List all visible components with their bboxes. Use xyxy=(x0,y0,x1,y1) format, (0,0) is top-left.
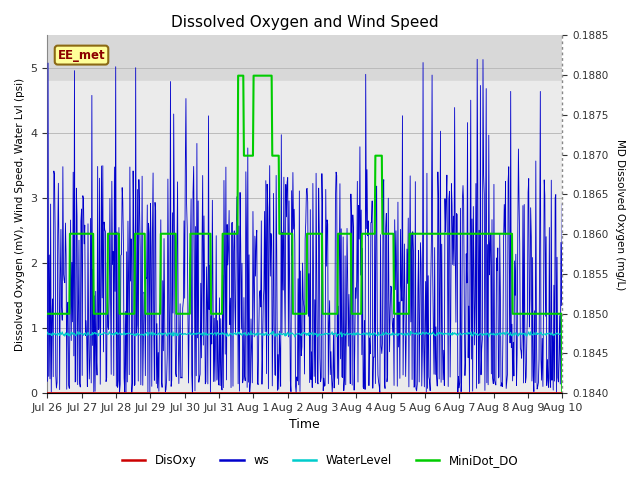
Y-axis label: Dissolved Oxygen (mV), Wind Speed, Water Lvl (psi): Dissolved Oxygen (mV), Wind Speed, Water… xyxy=(15,78,25,351)
Bar xyxy=(47,81,562,393)
Title: Dissolved Oxygen and Wind Speed: Dissolved Oxygen and Wind Speed xyxy=(171,15,438,30)
Bar xyxy=(47,36,562,81)
Y-axis label: MD Dissolved Oxygen (mg/L): MD Dissolved Oxygen (mg/L) xyxy=(615,139,625,290)
X-axis label: Time: Time xyxy=(289,419,320,432)
Legend: DisOxy, ws, WaterLevel, MiniDot_DO: DisOxy, ws, WaterLevel, MiniDot_DO xyxy=(117,449,523,472)
Text: EE_met: EE_met xyxy=(58,48,106,61)
